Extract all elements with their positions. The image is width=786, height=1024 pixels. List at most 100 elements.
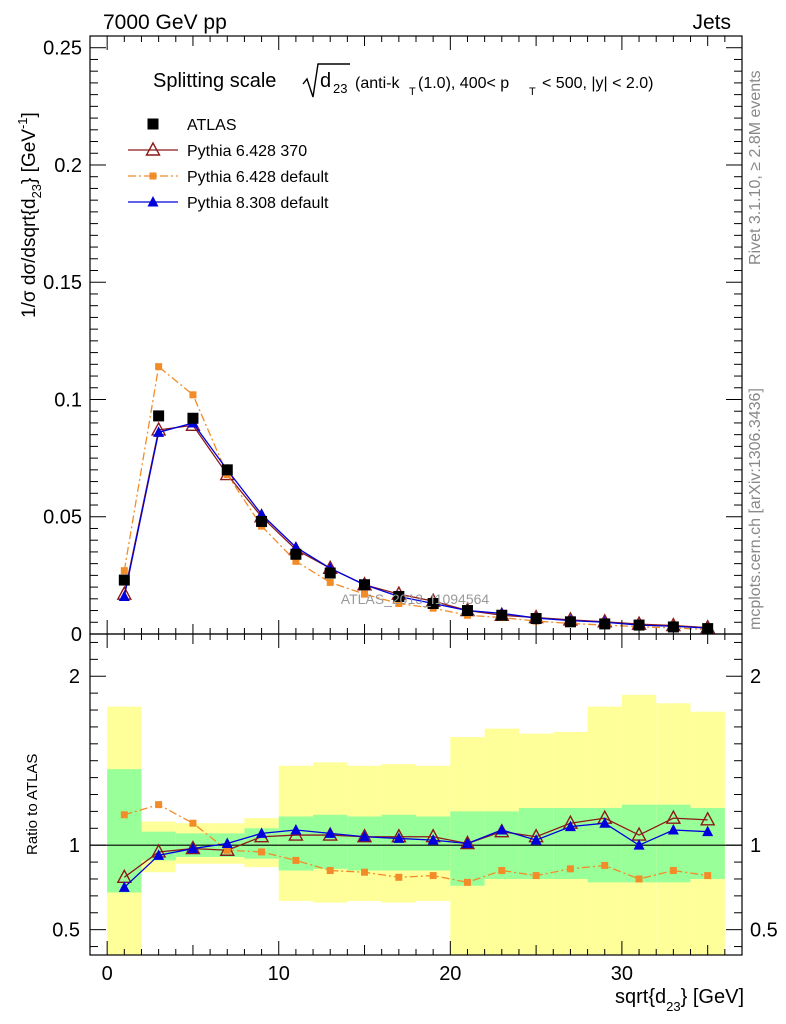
data-point-triangle — [187, 842, 199, 854]
xlabel-sub: 23 — [666, 999, 680, 1014]
data-point-small-square — [361, 868, 369, 876]
ratio-y-tick-label: 2 — [69, 666, 80, 688]
data-point-triangle — [427, 834, 439, 845]
data-point-square — [599, 618, 611, 630]
title-part-c: (anti-k — [355, 75, 400, 92]
data-point-triangle — [153, 426, 165, 437]
y-tick-label: 0.25 — [43, 38, 82, 60]
data-point-small-square — [120, 567, 128, 575]
data-point-square — [290, 548, 302, 560]
data-point-square — [147, 118, 159, 130]
data-point-small-square — [292, 557, 300, 565]
data-point-open-triangle — [665, 809, 682, 824]
ratio-y-tick-label-right: 0.5 — [750, 920, 778, 942]
series-line — [123, 822, 708, 888]
data-point-small-square — [326, 867, 334, 875]
data-point-small-square — [463, 878, 471, 886]
title-part-d: (1.0), 400< p — [418, 75, 509, 92]
data-point-square — [118, 574, 130, 586]
data-point-triangle — [530, 834, 542, 845]
svg-text:1/σ dσ/dsqrt{d23} [GeV-1]: 1/σ dσ/dsqrt{d23} [GeV-1] — [15, 112, 44, 318]
data-point-triangle — [118, 590, 130, 601]
data-point-small-square — [361, 590, 369, 598]
data-point-small-square — [189, 819, 197, 827]
svg-text:sqrt{d23} [GeV]: sqrt{d23} [GeV] — [615, 986, 744, 1014]
legend-label: ATLAS — [187, 117, 237, 134]
data-point-small-square — [635, 875, 643, 883]
ylabel-part-b: } [GeV — [19, 129, 40, 184]
x-tick-label: 10 — [268, 963, 290, 985]
title-part-a: Splitting scale — [153, 70, 276, 92]
data-point-triangle — [564, 820, 576, 832]
main-ylabel: 1/σ dσ/dsqrt{d23} [GeV-1] — [15, 112, 44, 318]
data-point-open-triangle — [700, 811, 716, 826]
data-point-square — [427, 598, 439, 610]
legend-entry: Pythia 6.428 370 — [128, 141, 307, 160]
legend-label: Pythia 6.428 default — [187, 169, 329, 186]
data-point-small-square — [429, 872, 437, 880]
x-tick-label: 30 — [611, 963, 633, 985]
data-point-triangle — [118, 881, 130, 892]
data-point-square — [667, 621, 679, 633]
data-point-square — [359, 579, 371, 591]
legend: ATLAS Pythia 6.428 370 Pythia 6.428 defaul… — [128, 117, 329, 212]
data-point-triangle — [147, 196, 159, 207]
stat-uncertainty-band — [107, 769, 142, 893]
data-point-small-square — [155, 363, 163, 371]
title-part-d-sub: T — [529, 86, 536, 98]
title-part-b-sub: 23 — [333, 81, 347, 96]
title-part-e: < 500, |y| < 2.0) — [542, 75, 654, 92]
data-point-open-triangle — [145, 141, 161, 156]
data-point-triangle — [324, 827, 336, 838]
data-point-small-square — [258, 848, 266, 856]
data-point-small-square — [704, 872, 712, 880]
process-label: Jets — [692, 11, 731, 34]
ylabel-sub: 23 — [29, 184, 44, 198]
series-line — [123, 422, 708, 629]
data-point-triangle — [290, 823, 302, 835]
rivet-version-label: Rivet 3.1.10, ≥ 2.8M events — [747, 70, 764, 265]
y-tick-label: 0.15 — [43, 272, 82, 294]
data-point-small-square — [601, 861, 609, 869]
ylabel-sup: -1 — [15, 117, 30, 129]
ylabel-part-a: 1/σ dσ/dsqrt{d — [19, 198, 40, 318]
main-panel: ATLAS_2013_I1094564 0 0.05 0.1 0.15 0.2 0.25 — [43, 35, 743, 646]
ratio-panel: 0 10 20 30 0.5 0.5 1 1 2 2 — [52, 36, 778, 985]
series-line — [124, 803, 708, 884]
legend-label: Pythia 6.428 370 — [187, 143, 307, 160]
ratio-y-tick-label: 0.5 — [52, 920, 80, 942]
data-point-square — [461, 605, 473, 617]
data-point-triangle — [461, 837, 473, 848]
analysis-watermark: ATLAS_2013_I1094564 — [341, 591, 490, 607]
sqrt-symbol — [302, 63, 350, 98]
data-point-square — [324, 567, 336, 579]
data-point-small-square — [326, 578, 334, 586]
data-point-small-square — [498, 867, 506, 875]
data-point-open-triangle — [356, 828, 373, 843]
title-part-c-sub: T — [409, 86, 416, 98]
data-point-square — [187, 412, 199, 424]
xlabel-part-b: } [GeV] — [681, 986, 744, 1008]
ratio-ylabel: Ratio to ATLAS — [24, 754, 41, 855]
data-point-triangle — [359, 830, 371, 842]
data-point-small-square — [292, 856, 300, 864]
y-tick-label: 0.1 — [54, 389, 82, 411]
energy-label: 7000 GeV pp — [103, 11, 227, 34]
data-point-small-square — [223, 846, 231, 854]
data-point-square — [564, 616, 576, 628]
xlabel: sqrt{d23} [GeV] — [615, 986, 744, 1014]
data-point-small-square — [566, 865, 574, 873]
legend-label: Pythia 8.308 default — [187, 195, 329, 212]
title-part-b: d — [320, 70, 331, 92]
data-point-small-square — [395, 873, 403, 881]
data-point-square — [393, 590, 405, 602]
ratio-y-tick-label-right: 2 — [750, 666, 761, 688]
data-point-triangle — [496, 823, 508, 835]
data-point-square — [496, 609, 508, 621]
mcplots-reference-label: mcplots.cern.ch [arXiv:1306.3436] — [747, 388, 764, 630]
data-point-square — [256, 515, 268, 527]
data-point-square — [221, 464, 233, 476]
data-point-triangle — [256, 827, 268, 838]
y-tick-label: 0.2 — [54, 155, 82, 177]
